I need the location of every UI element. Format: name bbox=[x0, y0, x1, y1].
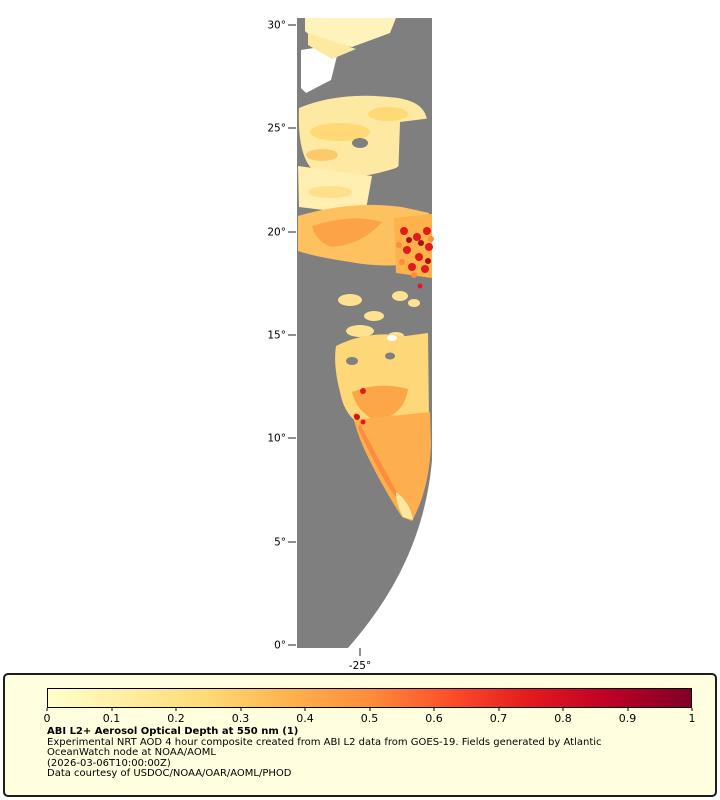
colorbar-tick-label: 0.5 bbox=[360, 712, 379, 725]
aerosol-dot bbox=[396, 242, 402, 248]
aerosol-patch bbox=[368, 107, 408, 121]
y-tick-label: 15° bbox=[267, 330, 286, 342]
aerosol-dot bbox=[423, 227, 431, 235]
colorbar-tick-label: 0.4 bbox=[296, 712, 314, 725]
aerosol-patch bbox=[308, 186, 352, 198]
aerosol-dot bbox=[425, 243, 433, 251]
aerosol-dot bbox=[360, 388, 366, 394]
colorbar-tick-label: 0.1 bbox=[102, 712, 121, 725]
disk-edge-cut bbox=[348, 460, 432, 648]
aerosol-patch bbox=[308, 33, 356, 59]
colorbar-tick-label: 0.3 bbox=[231, 712, 250, 725]
aerosol-dot bbox=[418, 240, 424, 246]
figure-title: ABI L2+ Aerosol Optical Depth at 550 nm … bbox=[47, 726, 299, 737]
aerosol-dot bbox=[403, 246, 411, 254]
aerosol-patch bbox=[408, 299, 420, 307]
y-tick-label: 0° bbox=[274, 640, 286, 652]
aerosol-dot bbox=[360, 419, 366, 425]
no-data-patch bbox=[397, 118, 432, 215]
caption-block: ABI L2+ Aerosol Optical Depth at 550 nm … bbox=[47, 726, 602, 780]
aerosol-dot bbox=[413, 233, 421, 241]
aerosol-dot bbox=[408, 263, 416, 271]
aerosol-patch bbox=[346, 325, 374, 337]
colorbar-tick-labels: 0 0.1 0.2 0.3 0.4 0.5 0.6 0.7 0.8 0.9 1 bbox=[43, 712, 696, 726]
aerosol-dot bbox=[406, 237, 412, 243]
y-tick-label: 20° bbox=[267, 227, 286, 239]
axes: 30° 25° 20° 15° 10° 5° 0° -25° bbox=[267, 20, 371, 673]
y-tick-label: 25° bbox=[267, 123, 286, 135]
aerosol-patch bbox=[358, 424, 404, 505]
aod-map: 30° 25° 20° 15° 10° 5° 0° -25° bbox=[267, 18, 434, 673]
aod-map-svg: 30° 25° 20° 15° 10° 5° 0° -25° bbox=[267, 18, 434, 673]
caption-line-description: Experimental NRT AOD 4 hour composite cr… bbox=[47, 736, 602, 748]
aerosol-patch bbox=[310, 123, 370, 141]
colorbar-tick-label: 0 bbox=[43, 712, 51, 725]
colorbar-tick-label: 0.2 bbox=[167, 712, 185, 725]
aerosol-patch bbox=[306, 149, 338, 161]
aerosol-patch bbox=[354, 412, 431, 521]
y-tick-label: 30° bbox=[267, 20, 286, 32]
aerosol-dot bbox=[415, 253, 423, 261]
colorbar-tick-label: 0.7 bbox=[489, 712, 508, 725]
colorbar-wrap: 0 0.1 0.2 0.3 0.4 0.5 0.6 0.7 0.8 0.9 1 bbox=[43, 688, 696, 726]
aerosol-dot bbox=[417, 283, 423, 289]
colorbar-tick-label: 0.6 bbox=[425, 712, 443, 725]
aerosol-layer bbox=[298, 18, 434, 521]
aerosol-patch bbox=[396, 492, 413, 520]
colorbar-tick-label: 0.9 bbox=[618, 712, 637, 725]
colorbar-tick-label: 0.8 bbox=[554, 712, 572, 725]
no-data-patch bbox=[346, 357, 358, 365]
legend-panel: 0 0.1 0.2 0.3 0.4 0.5 0.6 0.7 0.8 0.9 1 … bbox=[3, 673, 717, 797]
caption-timestamp: (2026-03-06T10:00:00Z) bbox=[47, 757, 171, 769]
aerosol-patch bbox=[338, 294, 362, 306]
aerosol-patch bbox=[352, 385, 408, 421]
y-tick-label: 10° bbox=[267, 433, 286, 445]
no-data-patch bbox=[385, 352, 395, 360]
clear-gap bbox=[387, 335, 397, 341]
aerosol-patch bbox=[312, 218, 382, 247]
y-tick-label: 5° bbox=[274, 537, 286, 549]
x-tick-label: -25° bbox=[349, 660, 371, 672]
aerosol-dot bbox=[411, 272, 417, 278]
caption-line-description-cont: OceanWatch node at NOAA/AOML bbox=[47, 747, 216, 759]
colorbar bbox=[47, 688, 692, 708]
caption-credit: Data courtesy of USDOC/NOAA/OAR/AOML/PHO… bbox=[47, 768, 292, 780]
aerosol-patch bbox=[364, 311, 384, 321]
aerosol-dot bbox=[425, 258, 431, 264]
no-data-patch bbox=[352, 138, 368, 148]
aerosol-dot bbox=[421, 265, 429, 273]
colorbar-tick-label: 1 bbox=[688, 712, 696, 725]
aerosol-dot bbox=[400, 227, 408, 235]
aerosol-dot bbox=[428, 236, 434, 242]
aerosol-dot bbox=[354, 414, 360, 420]
colorbar-tick-marks bbox=[46, 708, 693, 711]
aerosol-dot bbox=[399, 259, 405, 265]
high-aod-cluster bbox=[396, 227, 434, 289]
aerosol-patch bbox=[392, 291, 408, 301]
